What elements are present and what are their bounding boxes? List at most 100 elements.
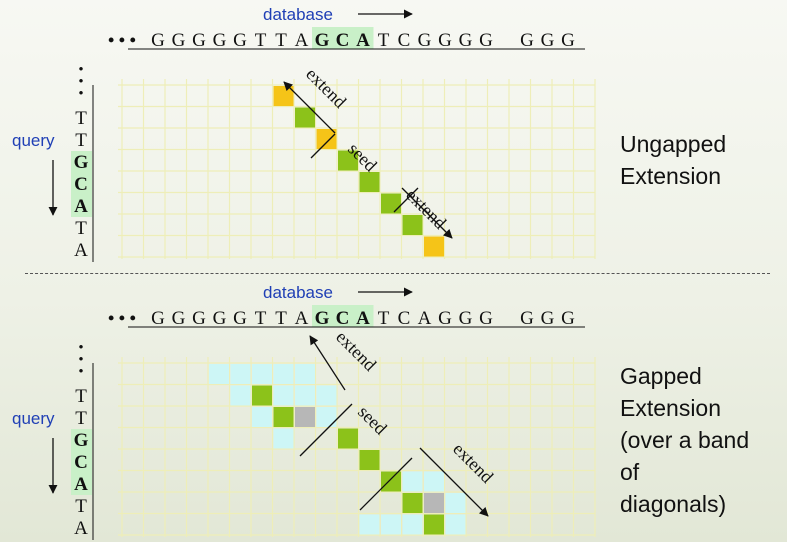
extend-arrow-up (283, 81, 336, 134)
database-base: T (255, 30, 267, 51)
database-base: A (356, 30, 370, 51)
gap-cell (295, 407, 315, 427)
band-start-tick (299, 403, 353, 457)
query-base: C (74, 452, 88, 473)
band-cell (295, 364, 315, 384)
query-base: • (78, 352, 83, 368)
query-base: T (75, 108, 87, 129)
database-base: G (459, 30, 473, 51)
band-end-tick (359, 457, 413, 511)
query-highlight (71, 173, 92, 195)
band-cell (209, 364, 229, 384)
band-cell (445, 514, 466, 535)
database-highlight (353, 27, 374, 49)
database-base: C (398, 30, 411, 51)
database-base: G (418, 30, 432, 51)
gapped-panel: database• • • G G G G G T T A G C A T C A G G G G G Gquery••… (12, 283, 596, 540)
query-base: • (78, 364, 83, 380)
seed-cell (402, 493, 423, 513)
database-base: A (356, 308, 370, 329)
band-cell (273, 364, 294, 384)
band-cell (252, 364, 272, 384)
band-cell (295, 385, 315, 406)
query-base: • (78, 62, 83, 78)
database-highlight (312, 305, 333, 327)
extend-arrow-down (419, 447, 489, 517)
panel-divider (25, 273, 770, 274)
seed-cell (252, 385, 272, 406)
database-base: G (541, 308, 555, 329)
query-base: A (74, 518, 88, 539)
query-base: C (74, 174, 88, 195)
database-ellipsis: • • • (108, 308, 136, 328)
query-highlight (71, 451, 92, 473)
database-base: G (520, 308, 534, 329)
seed-label: seed (354, 402, 391, 439)
query-base: A (74, 474, 88, 495)
query-base: G (74, 430, 89, 451)
gapped-extension-title: Gapped Extension (over a band of diagona… (620, 363, 750, 517)
band-cell (359, 514, 380, 535)
extend-label: extend (449, 439, 497, 487)
database-base: T (378, 308, 390, 329)
query-base: A (74, 240, 88, 261)
query-base: T (75, 496, 87, 517)
seed-end-tick (393, 187, 419, 213)
band-cell (381, 514, 401, 535)
band-cell (252, 407, 272, 427)
database-base: G (315, 308, 330, 329)
query-base: T (75, 408, 87, 429)
ungapped-panel: database• • • G G G G G T T A G C A T C G G G G G G Gquery••… (12, 5, 596, 262)
database-base: G (151, 30, 165, 51)
ungapped-extension-title: Ungapped Extension (620, 131, 727, 189)
seed-cell (295, 107, 315, 128)
extension-cell (424, 236, 444, 257)
band-cell (316, 407, 337, 427)
query-base: • (78, 74, 83, 90)
database-base: G (541, 30, 555, 51)
band-cell (273, 428, 294, 449)
query-highlight (71, 429, 92, 451)
database-base: G (438, 30, 452, 51)
query-base: T (75, 218, 87, 239)
database-base: G (151, 308, 165, 329)
database-base: G (213, 30, 227, 51)
band-cell (445, 493, 466, 513)
database-base: G (315, 30, 330, 51)
database-base: A (295, 30, 309, 51)
query-highlight (71, 195, 92, 217)
extend-label: extend (302, 64, 350, 112)
seed-cell (381, 193, 401, 214)
database-highlight (312, 27, 333, 49)
query-base: T (75, 386, 87, 407)
database-base: G (561, 30, 575, 51)
seed-cell (359, 450, 380, 470)
database-base: G (479, 308, 493, 329)
query-base: • (78, 86, 83, 102)
database-highlight (353, 305, 374, 327)
database-base: A (295, 308, 309, 329)
query-base: G (74, 152, 89, 173)
query-label: query (12, 131, 55, 150)
query-label: query (12, 409, 55, 428)
seed-cell (338, 150, 358, 171)
database-base: G (192, 30, 206, 51)
database-base: G (438, 308, 452, 329)
seed-cell (273, 407, 294, 427)
query-base: • (78, 340, 83, 356)
database-base: G (172, 308, 186, 329)
band-cell (230, 364, 251, 384)
gap-cell (424, 493, 444, 513)
query-highlight (71, 473, 92, 495)
band-cell (402, 514, 423, 535)
database-base: G (459, 308, 473, 329)
extend-label: extend (332, 327, 380, 375)
database-base: A (418, 308, 432, 329)
database-base: T (255, 308, 267, 329)
database-base: C (398, 308, 411, 329)
band-cell (273, 385, 294, 406)
seed-cell (424, 514, 444, 535)
database-highlight (332, 305, 353, 327)
database-base: G (233, 308, 247, 329)
query-base: T (75, 130, 87, 151)
